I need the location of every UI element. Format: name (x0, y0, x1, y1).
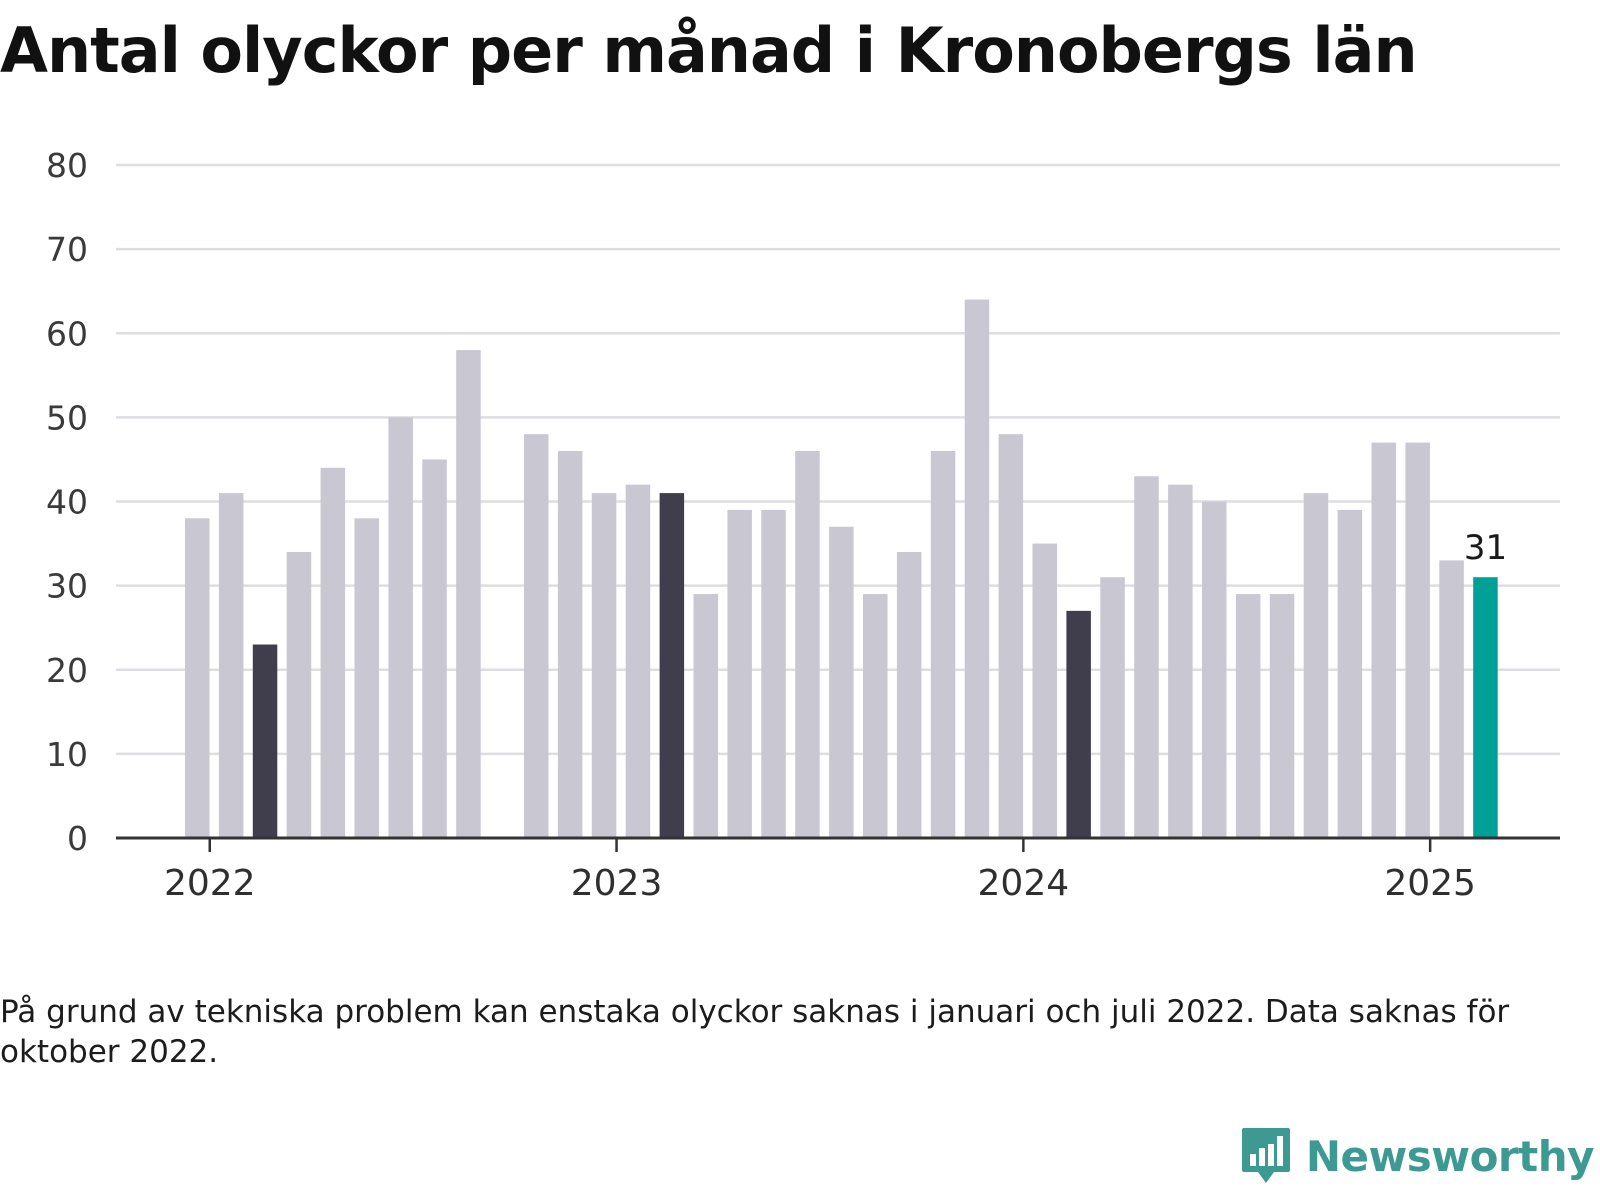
x-tick-label: 2024 (978, 863, 1070, 904)
y-tick-label: 20 (46, 651, 88, 690)
bar (1269, 594, 1295, 838)
x-tick-label: 2025 (1384, 863, 1476, 904)
bar (727, 509, 752, 838)
bar (1168, 484, 1193, 838)
bar (930, 451, 956, 838)
x-tick-label: 2022 (164, 863, 256, 904)
x-axis-ticks: 2022 2023 2024 2025 (164, 838, 1476, 904)
brand-logo: Newsworthy (1240, 1126, 1595, 1186)
y-tick-label: 70 (46, 230, 88, 269)
y-tick-label: 10 (46, 735, 88, 774)
y-tick-label: 80 (46, 146, 88, 185)
footnote: På grund av tekniska problem kan enstaka… (0, 994, 1510, 1070)
bar (998, 434, 1024, 838)
bar (524, 434, 549, 838)
bar-chart: 0 10 20 30 40 50 60 70 80 2022 2023 2024 2025 31 (46, 146, 1560, 904)
data-label: 31 (1464, 528, 1507, 568)
y-tick-label: 60 (46, 314, 88, 353)
x-tick-label: 2023 (571, 863, 663, 904)
bar (829, 526, 854, 838)
bar (1100, 577, 1125, 838)
bar (286, 551, 312, 838)
bar (1439, 560, 1464, 838)
bars (185, 299, 1498, 839)
bar (659, 493, 685, 838)
bar (761, 509, 786, 838)
bar (1405, 442, 1430, 838)
bar (896, 551, 922, 838)
brand-name: Newsworthy (1305, 1131, 1595, 1181)
bar (185, 518, 210, 838)
chart-title: Antal olyckor per månad i Kronobergs län (0, 14, 1418, 87)
bar (795, 451, 820, 838)
bar (1473, 577, 1498, 838)
y-tick-label: 0 (67, 819, 88, 858)
bar (218, 493, 244, 838)
bar (1303, 493, 1329, 838)
bar (1337, 509, 1363, 838)
bar (320, 467, 346, 838)
bar (252, 644, 278, 838)
bar (354, 518, 379, 838)
y-tick-label: 40 (46, 483, 88, 522)
bar (1032, 543, 1057, 838)
data-labels: 31 (1464, 528, 1507, 568)
chart-bubble-icon (1241, 1128, 1290, 1183)
y-axis-ticks: 0 10 20 30 40 50 60 70 80 (46, 146, 88, 858)
bar (1134, 476, 1159, 838)
bar (591, 493, 617, 838)
bar (964, 299, 990, 839)
bar (625, 484, 651, 838)
bar (693, 594, 718, 838)
bar (456, 350, 481, 838)
bar (863, 594, 888, 838)
bar (1235, 594, 1261, 838)
bar (422, 459, 447, 838)
bar (1371, 442, 1396, 838)
bar (1066, 610, 1091, 838)
bar (557, 451, 583, 838)
bar (1202, 501, 1227, 838)
y-tick-label: 50 (46, 398, 88, 437)
y-tick-label: 30 (46, 567, 88, 606)
bar (388, 417, 413, 838)
